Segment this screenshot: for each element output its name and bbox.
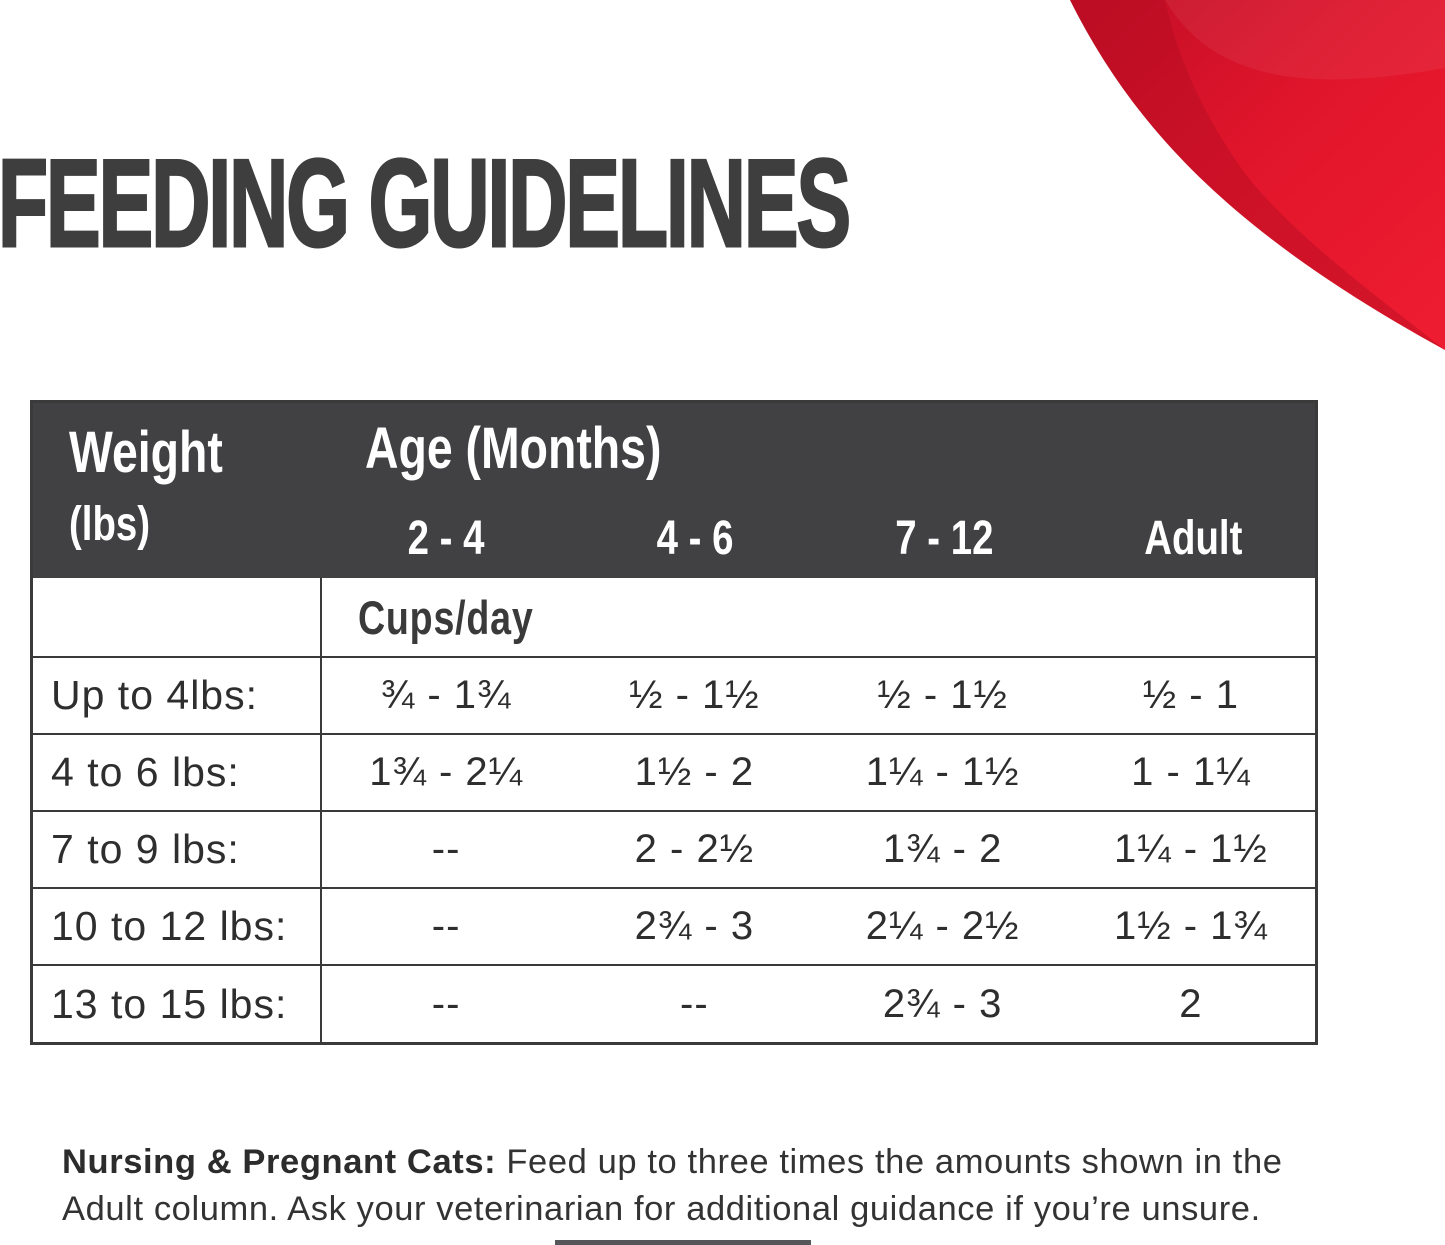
cell-value: 1¾ - 2¼ — [369, 750, 523, 794]
table-row: 4 to 6 lbs: 1¾ - 2¼ 1½ - 2 1¼ - 1½ 1 - 1… — [33, 735, 1315, 812]
nursing-pregnant-note-body: Feed up to three times the amounts shown… — [62, 1142, 1283, 1228]
cell-value: ½ - 1 — [1142, 673, 1239, 717]
row-weight-label: 13 to 15 lbs: — [33, 966, 322, 1043]
row-weight-label: 7 to 9 lbs: — [33, 812, 322, 887]
cell-value: 1¾ - 2 — [882, 827, 1003, 871]
red-swoosh-graphic — [1070, 0, 1445, 350]
cell-value: 2¾ - 3 — [882, 982, 1003, 1026]
nursing-pregnant-note-lead: Nursing & Pregnant Cats: — [62, 1142, 497, 1181]
cell-value: 1¼ - 1½ — [1113, 827, 1268, 871]
cell-value: 2 — [1179, 982, 1203, 1026]
header-weight-unit: (lbs) — [69, 498, 151, 551]
table-row: 13 to 15 lbs: -- -- 2¾ - 3 2 — [33, 966, 1315, 1043]
row-weight-label: 4 to 6 lbs: — [33, 735, 322, 810]
cell-value: ½ - 1½ — [629, 673, 760, 717]
units-label: Cups/day — [358, 590, 534, 644]
bottom-cutoff-bar — [555, 1240, 811, 1245]
cell-value: 1½ - 2 — [634, 750, 755, 794]
table-row: Up to 4lbs: ¾ - 1¾ ½ - 1½ ½ - 1½ ½ - 1 — [33, 658, 1315, 735]
cell-value: 1 - 1¼ — [1131, 750, 1251, 794]
cell-value: -- — [431, 827, 461, 871]
cell-value: 2 - 2½ — [634, 827, 755, 871]
table-row: 10 to 12 lbs: -- 2¾ - 3 2¼ - 2½ 1½ - 1¾ — [33, 889, 1315, 966]
cell-value: ½ - 1½ — [877, 673, 1008, 717]
page-title: FEEDING GUIDELINES — [0, 135, 852, 273]
table-header: Weight (lbs) Age (Months) 2 - 4 4 - 6 7 … — [33, 403, 1315, 578]
units-row-empty-cell — [33, 578, 322, 656]
cell-value: 1½ - 1¾ — [1113, 904, 1268, 948]
feeding-guidelines-table: Weight (lbs) Age (Months) 2 - 4 4 - 6 7 … — [30, 400, 1318, 1045]
column-header-adult: Adult — [1144, 511, 1243, 565]
header-age-months: Age (Months) — [365, 416, 662, 481]
cell-value: 1¼ - 1½ — [865, 750, 1020, 794]
nursing-pregnant-note: Nursing & Pregnant Cats: Feed up to thre… — [62, 1139, 1340, 1233]
units-row: Cups/day — [33, 578, 1315, 658]
column-header-2-4: 2 - 4 — [408, 511, 485, 565]
row-weight-label: Up to 4lbs: — [33, 658, 322, 733]
cell-value: -- — [431, 982, 461, 1026]
cell-value: -- — [680, 982, 709, 1026]
header-age-columns: 2 - 4 4 - 6 7 - 12 Adult — [322, 503, 1318, 573]
cell-value: -- — [431, 904, 461, 948]
column-header-4-6: 4 - 6 — [657, 511, 734, 565]
header-weight: Weight — [69, 420, 223, 485]
cell-value: 2¼ - 2½ — [865, 904, 1020, 948]
row-weight-label: 10 to 12 lbs: — [33, 889, 322, 964]
cell-value: 2¾ - 3 — [634, 904, 755, 948]
table-row: 7 to 9 lbs: -- 2 - 2½ 1¾ - 2 1¼ - 1½ — [33, 812, 1315, 889]
column-header-7-12: 7 - 12 — [895, 511, 994, 565]
cell-value: ¾ - 1¾ — [380, 673, 512, 717]
